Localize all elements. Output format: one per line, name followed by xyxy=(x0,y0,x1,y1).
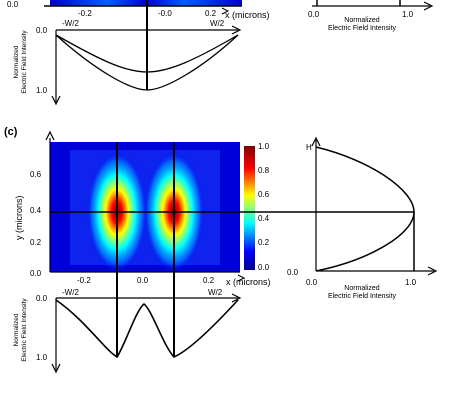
y-tick-0.4: 0.4 xyxy=(30,206,42,215)
x-axis-arrow-icon xyxy=(237,274,246,282)
x-tick-neg0.2: -0.2 xyxy=(77,276,91,285)
top-profile-down-arrow-icon xyxy=(51,95,61,106)
top-y-label-2: Electric Field Intensity xyxy=(21,30,28,94)
top-panel: 0.0 -0.2 -0.0 0.2 x (microns) -W/2 W/2 0… xyxy=(7,0,434,106)
bottom-edge-right: W/2 xyxy=(208,288,223,297)
right-label-2: Electric Field Intensity xyxy=(328,293,397,300)
top-profile-right-arrow-icon xyxy=(231,25,242,35)
top-x-axis-label: x (microns) xyxy=(225,10,270,20)
top-y-tick-top: 0.0 xyxy=(36,26,48,35)
panel-c: (c) 0.6 0.4 0.2 0.0 y (microns) -0.2 0.0… xyxy=(4,126,438,374)
top-edge-left: -W/2 xyxy=(62,19,79,28)
heatmap xyxy=(50,142,240,272)
right-tick-1.0: 1.0 xyxy=(405,278,417,287)
top-x-tick-2: -0.0 xyxy=(158,9,172,18)
bottom-profile-right-arrow-icon xyxy=(231,293,242,303)
bottom-profile-curve xyxy=(55,299,239,359)
colorbar-tick-0.2: 0.2 xyxy=(258,238,270,247)
bottom-y-label-2: Electric Field Intensity xyxy=(21,298,28,362)
top-y-tick-bottom: 1.0 xyxy=(36,86,48,95)
right-profile-H: H xyxy=(306,143,312,152)
x-tick-0.2: 0.2 xyxy=(203,276,215,285)
colorbar-tick-0.8: 0.8 xyxy=(258,166,270,175)
bottom-profile-down-arrow-icon xyxy=(51,363,61,374)
bottom-tick-top: 0.0 xyxy=(36,294,48,303)
colorbar-tick-1.0: 1.0 xyxy=(258,142,270,151)
top-x-tick-1: -0.2 xyxy=(78,9,92,18)
colorbar-tick-0.0: 0.0 xyxy=(258,263,270,272)
bottom-edge-left: -W/2 xyxy=(62,288,79,297)
right-profile-y-arrow-icon xyxy=(311,136,321,147)
right-tick-0.0: 0.0 xyxy=(287,268,299,277)
y-tick-0.6: 0.6 xyxy=(30,170,42,179)
x-axis-label: x (microns) xyxy=(226,277,271,287)
bottom-tick-bottom: 1.0 xyxy=(36,353,48,362)
top-y-label-1: Normalized xyxy=(13,45,20,78)
y-tick-0.0: 0.0 xyxy=(30,269,42,278)
top-profile-curve-inner xyxy=(55,34,239,73)
colorbar xyxy=(244,146,255,270)
panel-c-label: (c) xyxy=(4,126,18,138)
y-axis-label: y (microns) xyxy=(14,195,24,240)
heatmap-y-arrow-icon xyxy=(45,130,55,141)
top-right-tick-0: 0.0 xyxy=(308,10,320,19)
colorbar-tick-0.6: 0.6 xyxy=(258,190,270,199)
top-right-label-1: Normalized xyxy=(344,17,380,24)
top-edge-right: W/2 xyxy=(210,19,225,28)
colorbar-tick-0.4: 0.4 xyxy=(258,214,270,223)
top-x-tick-3: 0.2 xyxy=(205,9,217,18)
top-profile-curve-outer xyxy=(55,34,239,91)
bottom-y-label-1: Normalized xyxy=(13,313,20,346)
top-right-tick-1: 1.0 xyxy=(402,10,414,19)
right-profile-x-arrow-icon xyxy=(427,266,438,276)
right-label-1: Normalized xyxy=(344,285,380,292)
right-tick-0.0-bottom: 0.0 xyxy=(306,278,318,287)
top-right-arrow-icon xyxy=(423,1,434,11)
right-profile-curve xyxy=(315,146,415,272)
y-tick-0.2: 0.2 xyxy=(30,238,42,247)
top-tick-zero: 0.0 xyxy=(7,0,19,9)
top-x-arrow-icon xyxy=(221,7,230,15)
top-right-label-2: Electric Field Intensity xyxy=(328,25,397,32)
x-tick-0.0: 0.0 xyxy=(137,276,149,285)
